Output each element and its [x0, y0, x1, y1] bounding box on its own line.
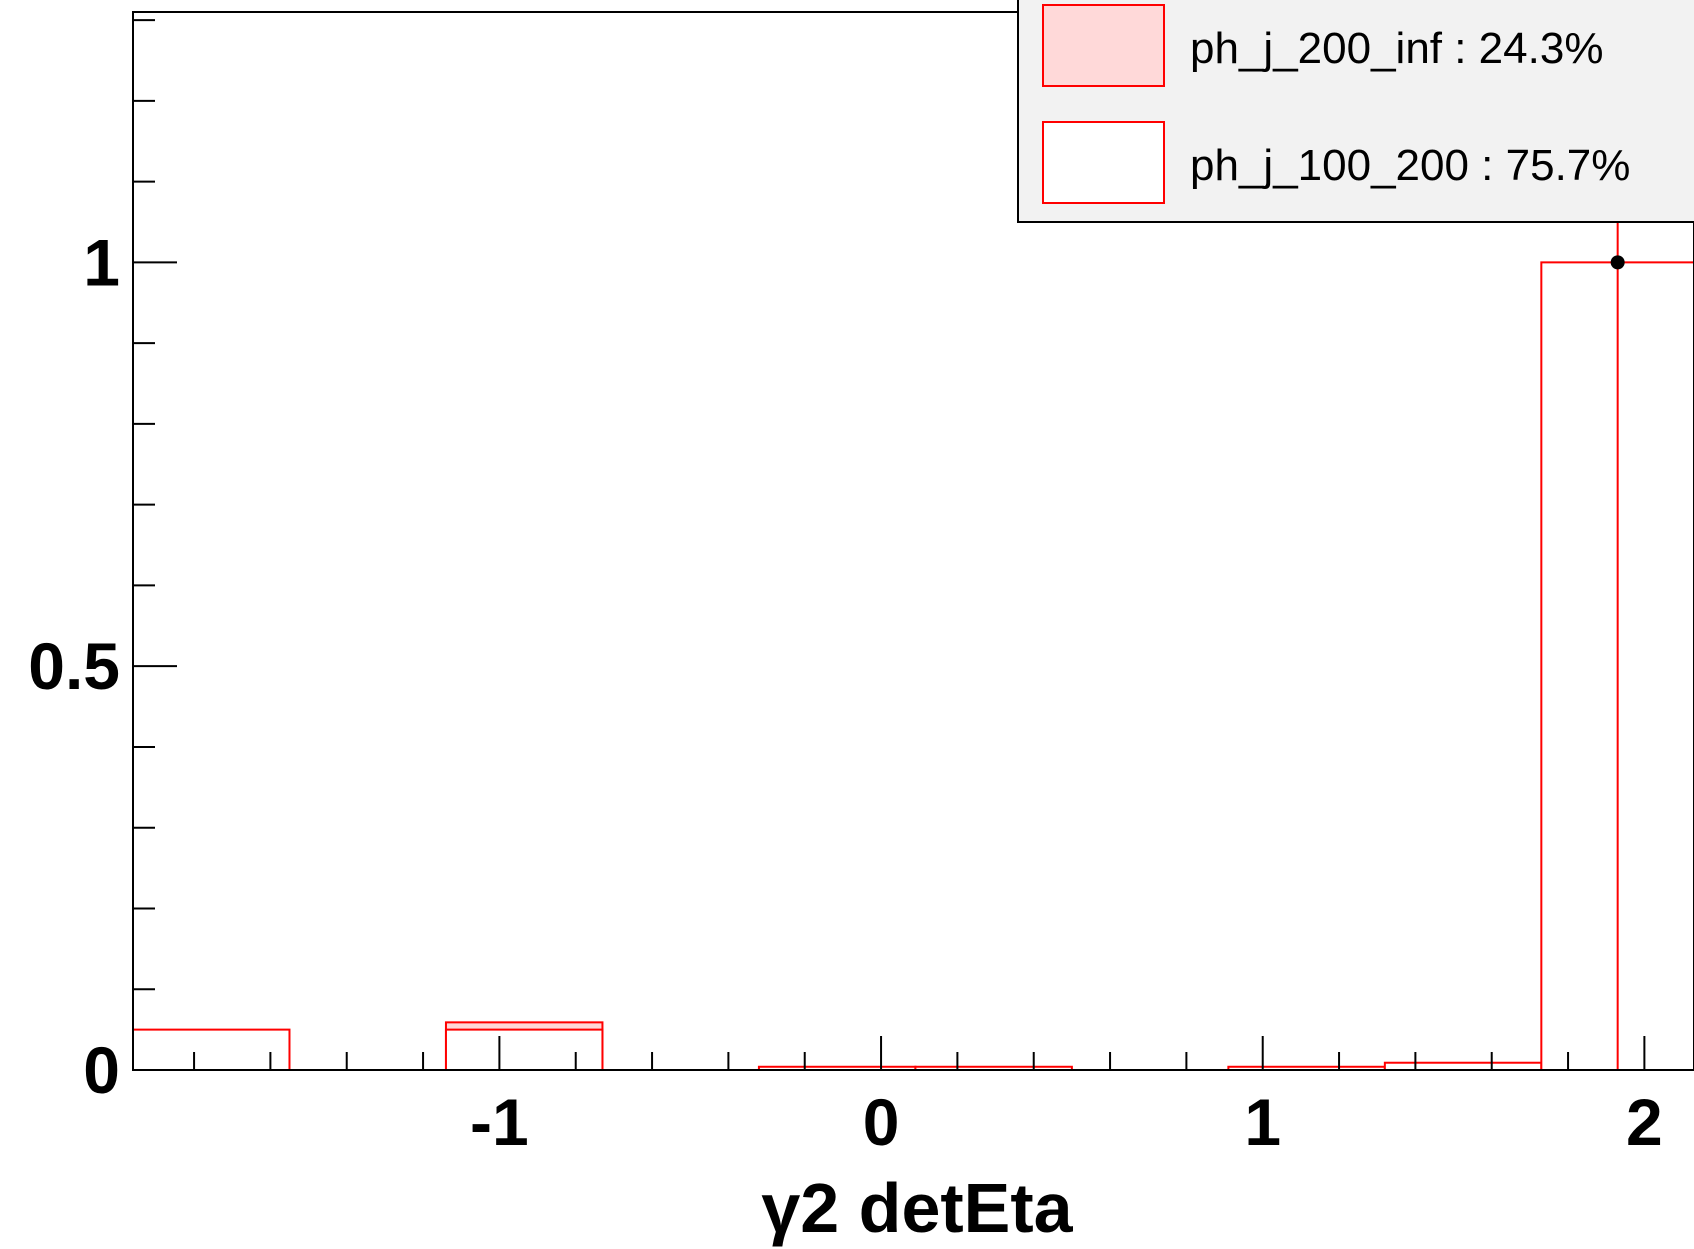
- data-point-0: [1610, 255, 1625, 270]
- legend-swatch-ph-j-100-200: [1042, 121, 1165, 204]
- x-axis-ticks: -1 0 1 2: [193, 1036, 1663, 1159]
- legend-label-ph-j-200-inf: ph_j_200_inf : 24.3%: [1190, 24, 1603, 73]
- y-tick-label: 1: [83, 225, 120, 299]
- histogram-bars: [132, 261, 1694, 1072]
- x-tick-label: 2: [1626, 1085, 1663, 1159]
- legend: ph_j_200_inf : 24.3% ph_j_100_200 : 75.7…: [1017, 0, 1694, 223]
- data-points: [1610, 255, 1625, 270]
- x-axis-title: γ2 detEta: [761, 1169, 1073, 1247]
- y-tick-label: 0: [83, 1033, 120, 1107]
- y-tick-label: 0.5: [28, 629, 120, 703]
- bar-ph-j-100-200-8: [1383, 1061, 1543, 1072]
- legend-label-ph-j-100-200: ph_j_100_200 : 75.7%: [1190, 141, 1630, 190]
- plot-frame: [132, 11, 1694, 1071]
- y-axis-ticks: 00.51: [28, 19, 177, 1107]
- bar-ph-j-100-200-0: [132, 1028, 291, 1071]
- x-tick-label: 0: [863, 1085, 900, 1159]
- legend-swatch-ph-j-200-inf: [1042, 4, 1165, 87]
- bar-ph-j-100-200-2: [444, 1028, 604, 1071]
- x-tick-label: 1: [1244, 1085, 1281, 1159]
- axes: [132, 11, 1694, 1071]
- x-tick-label: -1: [470, 1085, 529, 1159]
